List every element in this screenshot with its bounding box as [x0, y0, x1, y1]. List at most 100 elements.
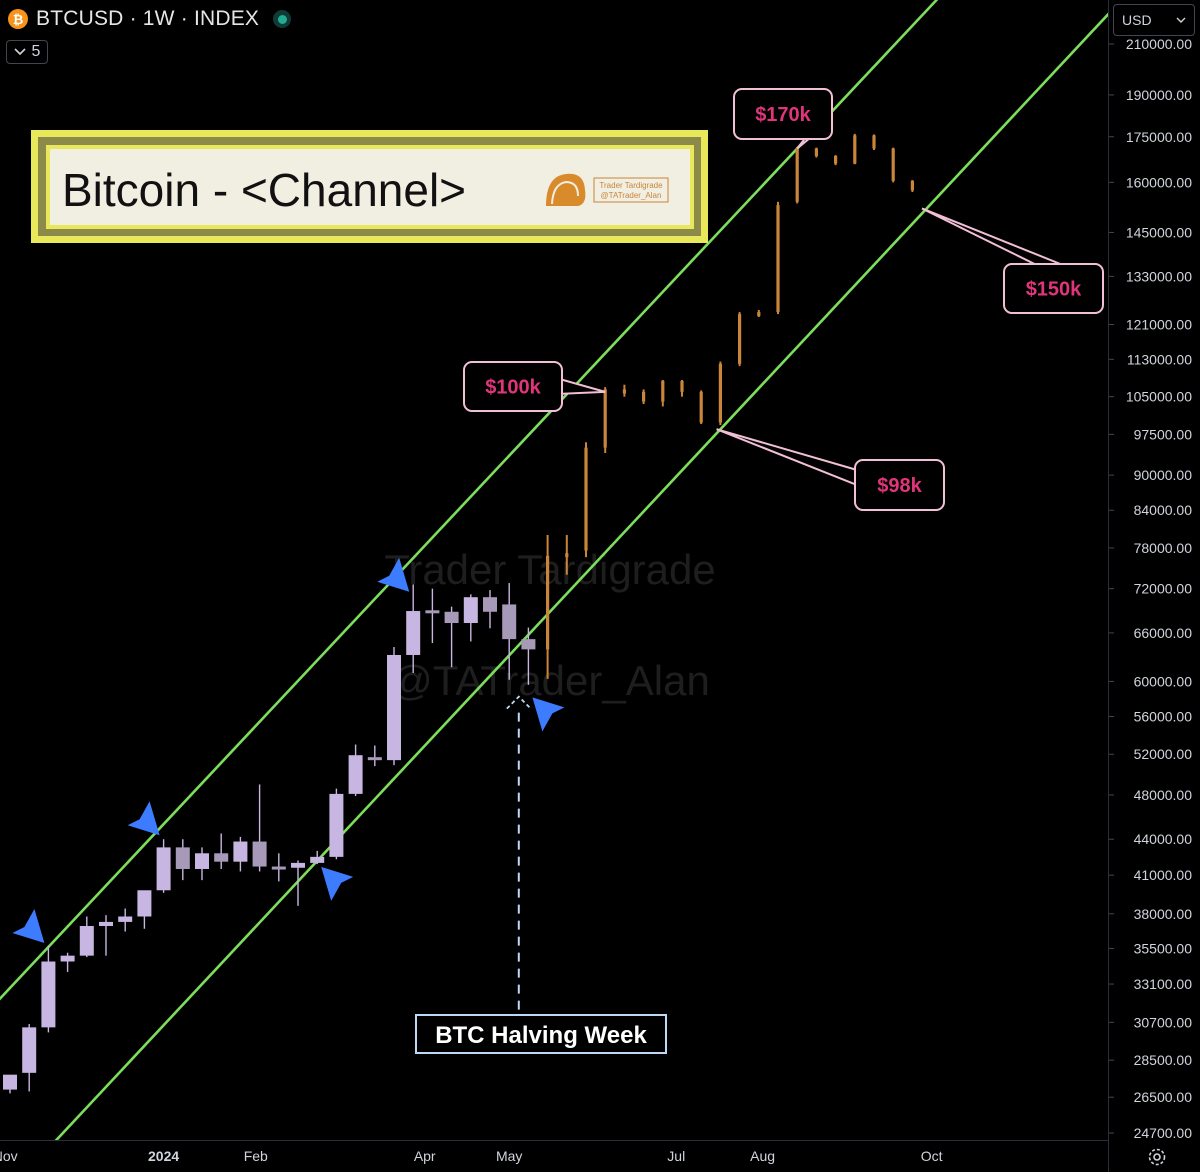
candle — [233, 836, 248, 872]
price-tick-label: 72000.00 — [1134, 581, 1193, 597]
projected-candle — [584, 442, 588, 558]
candle-body — [118, 916, 133, 922]
candle — [252, 784, 267, 872]
candle-body — [795, 148, 799, 202]
price-callout: $170k — [733, 88, 833, 150]
candle-body — [834, 156, 838, 164]
price-tick-label: 26500.00 — [1134, 1089, 1193, 1105]
projected-candle — [834, 155, 838, 166]
price-tick-label: 84000.00 — [1134, 502, 1193, 518]
time-tick-label: Aug — [750, 1148, 775, 1164]
price-tick-label: 56000.00 — [1134, 709, 1193, 725]
candle-body — [853, 135, 857, 164]
price-tick-label: 33100.00 — [1134, 976, 1193, 992]
candle-body — [680, 380, 684, 392]
watermark-name: Trader Tardigrade — [384, 546, 716, 593]
halving-caret — [506, 695, 532, 710]
time-tick-label: Feb — [244, 1148, 268, 1164]
price-callout: $100k — [463, 361, 606, 412]
callout-label: $98k — [877, 475, 922, 497]
market-status-icon[interactable] — [273, 10, 292, 28]
symbol-title[interactable]: BTCUSD · 1W · INDEX — [36, 7, 260, 30]
channel-lower-line — [54, 12, 1108, 1140]
callout-box — [854, 459, 945, 511]
time-tick-label: 2024 — [148, 1148, 179, 1164]
currency-label: USD — [1122, 12, 1152, 28]
time-tick-label: Apr — [414, 1148, 436, 1164]
time-tick-label: May — [496, 1148, 522, 1164]
projected-candle — [776, 201, 780, 315]
candle-body — [891, 148, 895, 181]
projected-candle — [680, 379, 684, 397]
candle-body — [565, 553, 569, 558]
callout-label: $150k — [1026, 279, 1082, 301]
candle-body — [137, 890, 152, 917]
watermark-handle: @TATrader_Alan — [390, 657, 710, 704]
price-tick-label: 190000.00 — [1126, 87, 1192, 103]
projected-candle — [718, 361, 722, 426]
projected-candle — [853, 133, 857, 165]
indicator-count: 5 — [31, 43, 41, 60]
price-callout: $150k — [921, 207, 1104, 314]
callout-tail — [716, 428, 858, 487]
candle-body — [521, 639, 536, 650]
price-tick-label: 41000.00 — [1134, 867, 1193, 883]
halving-label-text: BTC Halving Week — [435, 1022, 647, 1049]
halving-label-box — [415, 1014, 667, 1054]
price-tick-label: 160000.00 — [1126, 174, 1192, 190]
candle-body — [814, 148, 818, 157]
projected-candle — [642, 389, 646, 404]
candle — [348, 744, 363, 797]
candle-body — [291, 862, 305, 868]
candle — [214, 833, 229, 869]
logo-stripe — [551, 180, 579, 205]
projected-candle — [546, 535, 550, 679]
price-tick-label: 145000.00 — [1126, 224, 1192, 240]
currency-selector[interactable]: USD — [1113, 4, 1195, 36]
callout-box — [463, 361, 563, 412]
candle — [463, 594, 478, 642]
callout-label: $100k — [485, 377, 541, 399]
price-tick-label: 38000.00 — [1134, 906, 1193, 922]
candle-body — [387, 654, 401, 761]
symbol-header[interactable]: ₿ BTCUSD · 1W · INDEX — [8, 4, 292, 34]
candle-body — [60, 955, 75, 962]
candle — [99, 915, 113, 956]
candle — [387, 646, 401, 766]
candle — [60, 952, 75, 972]
price-tick-label: 175000.00 — [1126, 129, 1192, 145]
candle — [175, 839, 190, 881]
logo-caption-name: Trader Tardigrade — [599, 181, 663, 190]
candle — [406, 584, 421, 674]
indicators-collapse-button[interactable]: 5 — [6, 40, 48, 64]
candle-body — [310, 856, 325, 863]
candle-body — [271, 866, 286, 870]
projected-candle — [622, 384, 626, 397]
candle-body — [910, 180, 914, 191]
chart-title: Bitcoin - <Channel> — [62, 164, 466, 216]
callout-box — [733, 88, 833, 140]
candle-body — [214, 853, 229, 862]
candle-body — [252, 841, 267, 867]
price-tick-label: 52000.00 — [1134, 746, 1193, 762]
projected-candle — [910, 180, 914, 192]
candle-body — [3, 1074, 17, 1090]
candle — [195, 847, 209, 881]
callout-label: $170k — [755, 104, 811, 126]
candle-body — [367, 757, 382, 761]
callout-tail — [921, 207, 1066, 267]
candle — [118, 908, 133, 932]
price-tick-label: 105000.00 — [1126, 389, 1192, 405]
price-tick-label: 97500.00 — [1134, 426, 1193, 442]
candle-body — [622, 389, 626, 394]
title-banner: Bitcoin - <Channel> Trader Tardigrade@TAT… — [31, 130, 708, 243]
candle-body — [642, 391, 646, 402]
plot-area: Trader Tardigrade @TATrader_Alan — [0, 0, 1108, 1140]
channel-touch-arrow-icon — [321, 866, 354, 901]
price-tick-label: 44000.00 — [1134, 831, 1193, 847]
settings-gear-icon[interactable] — [1146, 1146, 1168, 1168]
projected-candle — [872, 134, 876, 151]
candle-body — [348, 755, 363, 794]
candle — [367, 745, 382, 767]
